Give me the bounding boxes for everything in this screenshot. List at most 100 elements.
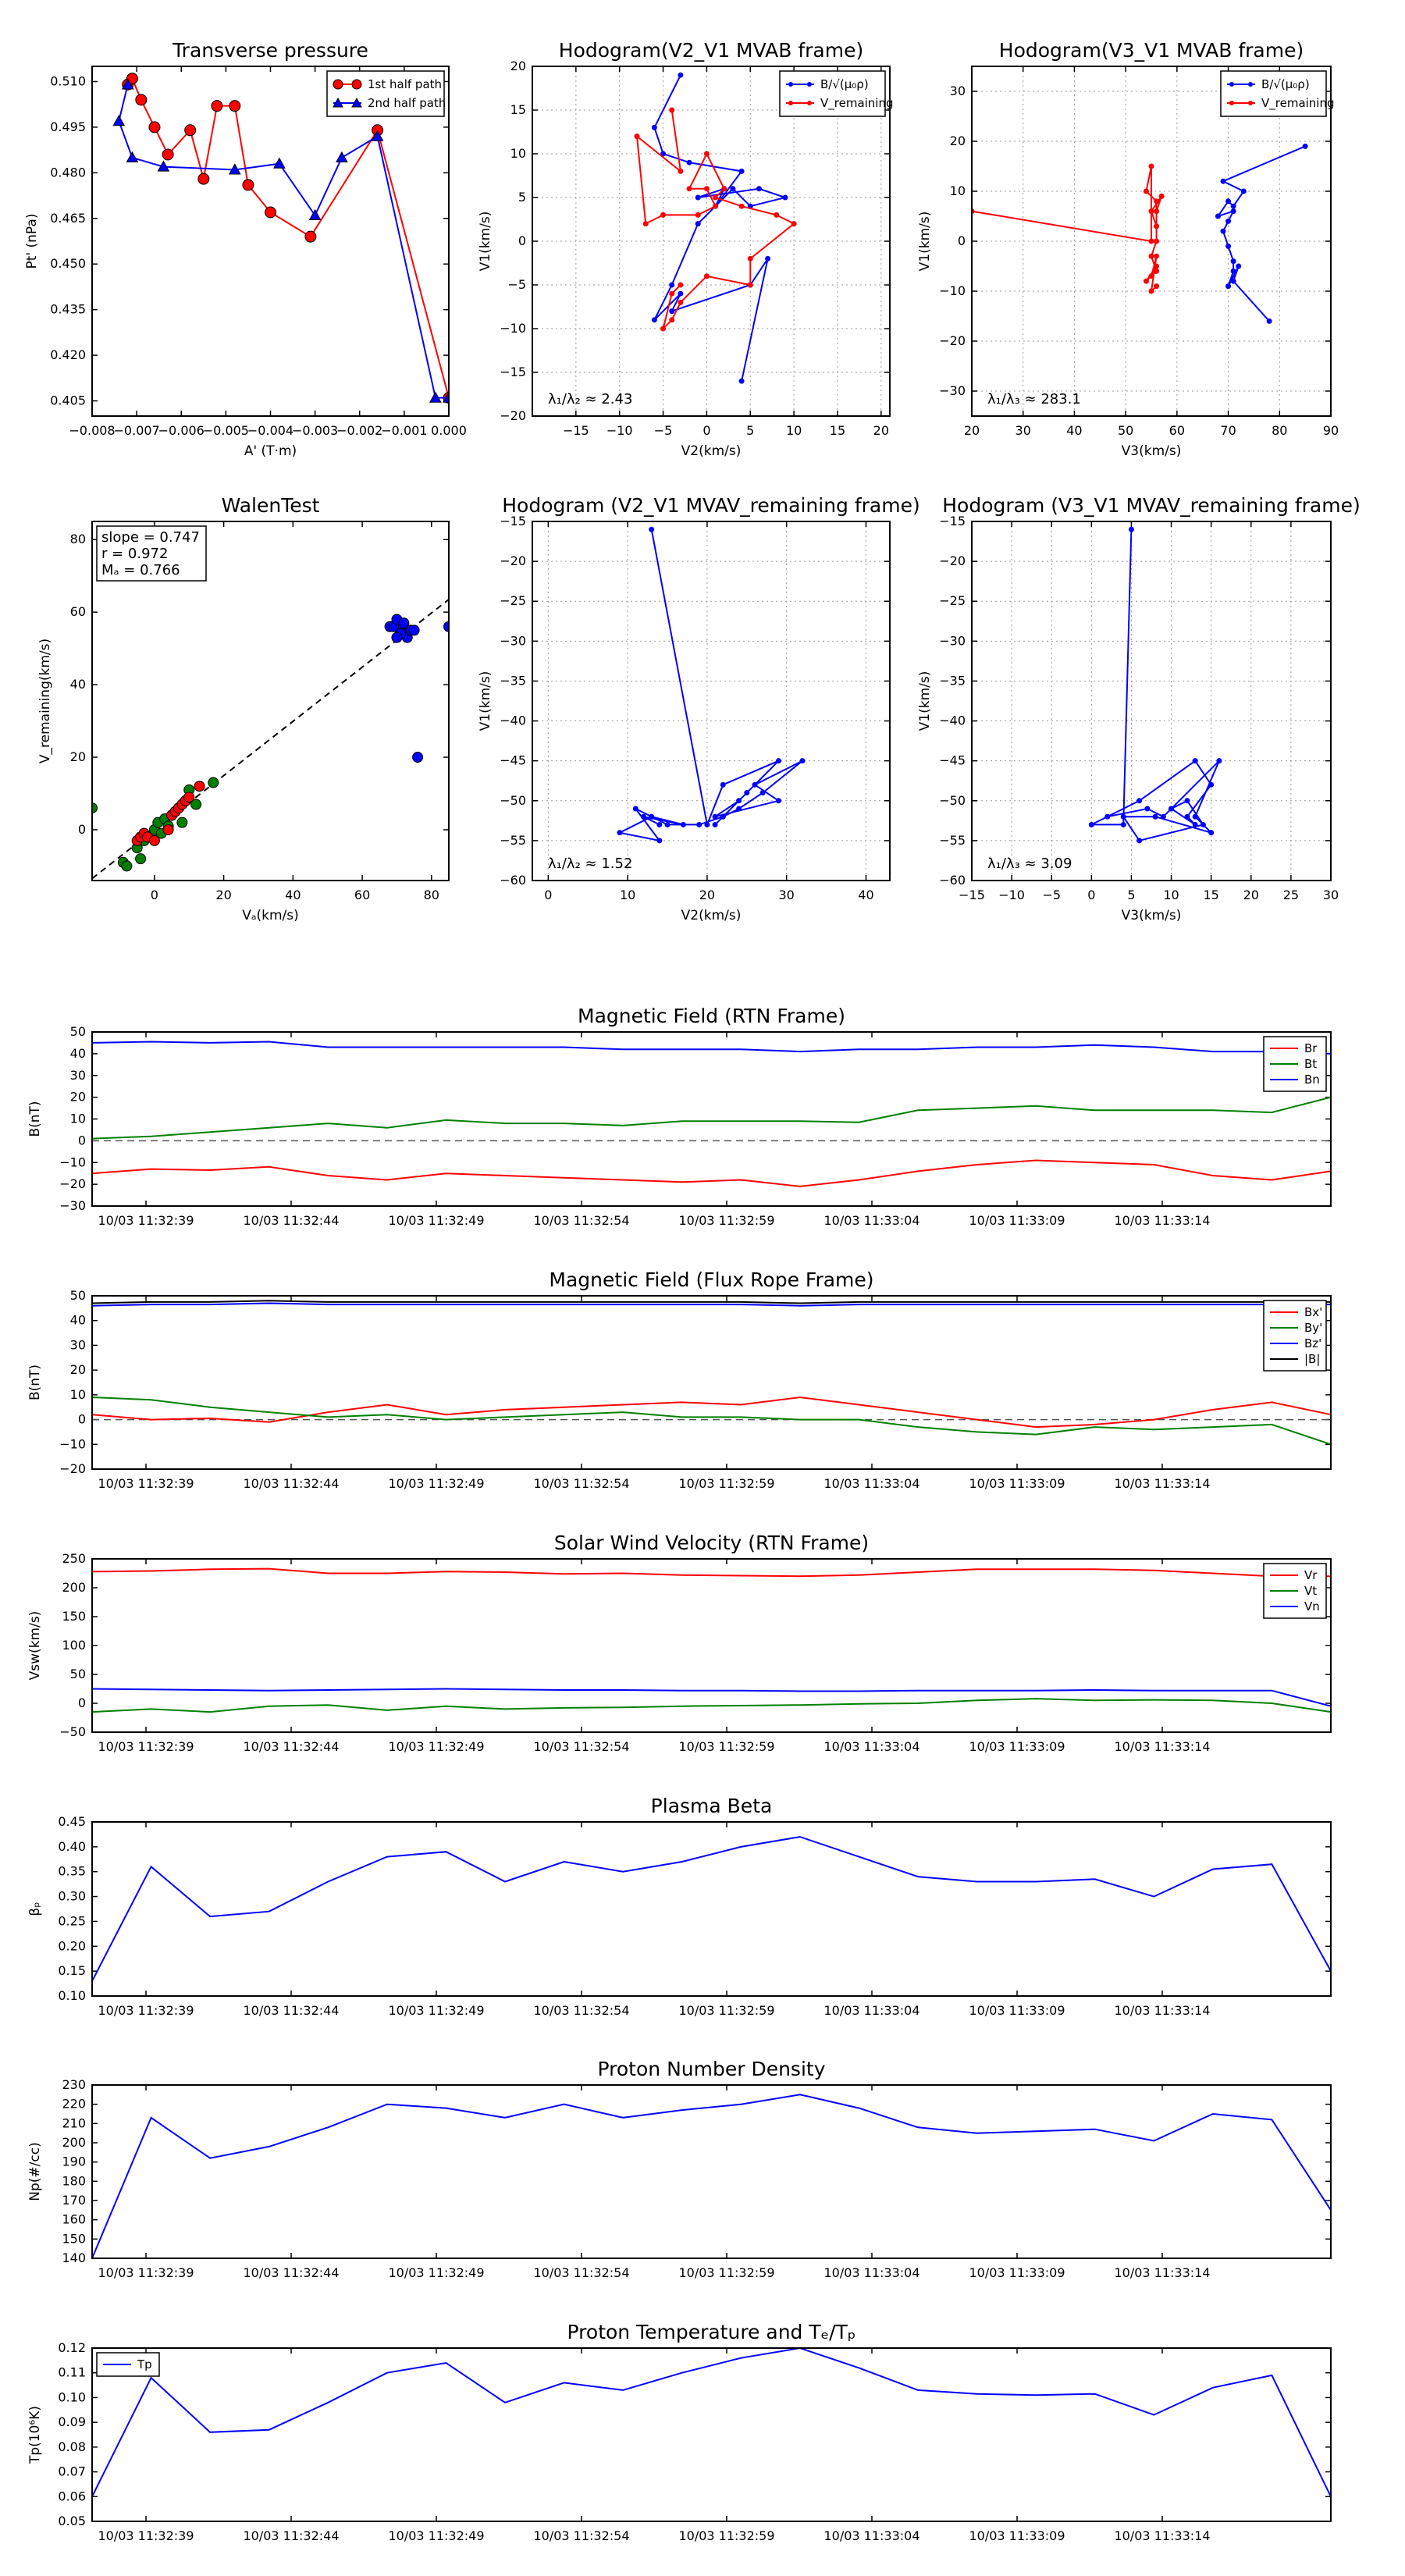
series-marker-1 (1154, 268, 1160, 274)
time-tick-label: 10/03 11:32:44 (243, 2265, 339, 2280)
series-line-Bn (91, 1041, 1332, 1055)
plot-area (1088, 526, 1222, 844)
time-tick-label: 10/03 11:32:59 (678, 2528, 774, 2543)
series-marker-0 (184, 124, 197, 137)
time-tick-label: 10/03 11:32:44 (243, 1476, 339, 1491)
time-tick-label: 10/03 11:32:59 (678, 1213, 774, 1228)
series-marker-0 (632, 806, 638, 812)
series-marker-1 (1154, 263, 1160, 269)
y-tick-label: −60 (500, 873, 526, 888)
series-marker-0 (660, 151, 667, 157)
series-marker-0 (242, 179, 254, 191)
chart-proton-number-density: Proton Number Density 140 150 160 170 180 190 2… (27, 2058, 1332, 2280)
legend-marker (1229, 101, 1234, 105)
y-tick-label: 190 (62, 2154, 86, 2169)
y-axis-label: B(nT) (27, 1364, 43, 1400)
x-tick-label: 40 (858, 888, 873, 902)
series-marker-0 (686, 159, 692, 165)
series-marker-1 (678, 282, 684, 288)
y-tick-label: −20 (939, 553, 966, 568)
x-tick-label: 30 (1016, 423, 1031, 438)
series-line-0 (617, 529, 803, 842)
series-marker-0 (1230, 278, 1236, 284)
x-tick-label: 0 (1087, 888, 1095, 902)
scatter-point-green (190, 799, 202, 810)
series-marker-0 (135, 94, 148, 106)
time-tick-label: 10/03 11:33:04 (823, 2003, 919, 2018)
plot-area (92, 599, 449, 880)
time-tick-label: 10/03 11:33:14 (1114, 2265, 1210, 2280)
x-tick-label: 20 (1243, 888, 1259, 902)
series-marker-0 (656, 821, 663, 827)
x-tick-label: 15 (1203, 888, 1218, 902)
y-tick-label: −20 (939, 333, 966, 348)
y-tick-label: 100 (62, 1638, 86, 1653)
series-marker-0 (1160, 813, 1166, 820)
chart-title: Hodogram(V2_V1 MVAB frame) (559, 39, 863, 62)
time-tick-label: 10/03 11:33:14 (1114, 2528, 1210, 2543)
time-tick-label: 10/03 11:32:44 (243, 1213, 339, 1228)
series-marker-0 (148, 121, 161, 133)
series-marker-0 (765, 255, 771, 262)
legend-label: V_remaining (820, 96, 894, 111)
series-marker-1 (336, 151, 348, 162)
series-line-Vn (91, 1688, 1332, 1707)
time-tick-label: 10/03 11:33:14 (1114, 1476, 1210, 1491)
y-axis-label: V_remaining(km/s) (37, 639, 53, 763)
series-line-Vr (91, 1567, 1331, 1578)
plot-frame (91, 1031, 1332, 1207)
y-tick-label: 0.10 (58, 2389, 86, 2404)
series-line-|B| (91, 1300, 1331, 1304)
y-tick-label: −30 (59, 1198, 86, 1213)
y-tick-label: 0.510 (50, 73, 86, 88)
scatter-point-red (162, 824, 174, 835)
y-tick-label: 0 (78, 1133, 86, 1147)
series-marker-1 (774, 212, 780, 218)
chart-proton-temperature: Proton Temperature and Tₑ/Tₚ 0.05 0.06 0.07… (27, 2321, 1332, 2543)
series-marker-1 (228, 163, 241, 175)
series-line-By' (91, 1397, 1332, 1446)
legend-label: Br (1304, 1041, 1318, 1055)
series-marker-1 (1148, 238, 1154, 244)
series-line-0 (1090, 529, 1220, 842)
series-line-0 (1215, 145, 1306, 322)
y-tick-label: 0.06 (58, 2489, 86, 2503)
y-tick-label: 180 (62, 2173, 86, 2188)
y-tick-label: 10 (510, 146, 526, 161)
x-tick-label: −0.002 (336, 423, 382, 438)
series-marker-1 (747, 282, 753, 288)
y-axis-label: Vsw(km/s) (27, 1611, 43, 1681)
series-marker-0 (712, 821, 718, 827)
series-line-Vt (91, 1698, 1332, 1713)
chart-hodogram-v3v1-mvav: Hodogram (V3_V1 MVAV_remaining frame)−15… (917, 494, 1361, 923)
y-tick-label: 20 (950, 133, 966, 148)
series-marker-1 (1148, 288, 1154, 294)
series-marker-1 (1148, 208, 1154, 215)
series-marker-1 (112, 115, 126, 126)
y-tick-label: 0.450 (50, 256, 86, 271)
series-marker-0 (1230, 268, 1236, 274)
series-line-1 (118, 84, 449, 399)
scatter-point-red (183, 792, 195, 803)
series-marker-0 (1120, 821, 1126, 827)
y-tick-label: 220 (62, 2097, 86, 2112)
y-tick-label: 5 (518, 190, 526, 205)
time-tick-label: 10/03 11:32:39 (98, 1476, 194, 1491)
series-marker-0 (776, 798, 782, 804)
y-tick-label: 230 (62, 2077, 86, 2092)
scatter-point-blue (443, 621, 449, 632)
scatter-point-blue (412, 752, 424, 763)
x-tick-label: −5 (1042, 888, 1061, 902)
series-line-beta (91, 1836, 1332, 1982)
series-marker-1 (695, 212, 701, 218)
series-marker-0 (1240, 188, 1247, 194)
legend-marker (333, 97, 343, 108)
legend-label: Tp (137, 2357, 152, 2371)
y-axis-label: V1(km/s) (917, 671, 933, 731)
eigenvalue-ratio: λ₁/λ₃ ≈ 283.1 (987, 391, 1081, 407)
y-tick-label: −30 (939, 633, 966, 648)
y-tick-label: −35 (939, 673, 966, 688)
series-marker-0 (656, 838, 663, 844)
scatter-point-blue (398, 617, 410, 629)
